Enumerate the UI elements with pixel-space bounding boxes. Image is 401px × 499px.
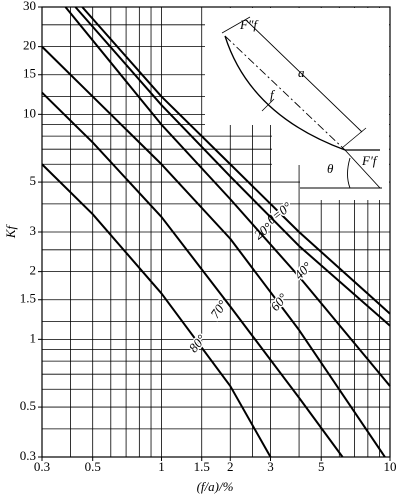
cable-curve xyxy=(224,35,346,151)
curve-label: 40° xyxy=(291,259,314,282)
y-tick-label: 0.5 xyxy=(20,398,36,413)
inset-diagram xyxy=(221,16,382,189)
extension-line xyxy=(341,127,367,149)
x-tick-label: 10 xyxy=(384,459,397,474)
curve xyxy=(41,91,344,458)
x-tick-label: 5 xyxy=(318,459,325,474)
y-tick-label: 3 xyxy=(30,223,37,238)
curve xyxy=(74,6,391,327)
curve xyxy=(41,45,386,458)
x-tick-label: 1 xyxy=(158,459,165,474)
curve xyxy=(81,6,391,315)
x-axis-label: (f/a)/% xyxy=(197,479,234,494)
y-tick-label: 2 xyxy=(30,263,37,278)
theta-arc xyxy=(347,157,351,189)
annotation: F′f xyxy=(361,153,379,168)
sag-f xyxy=(261,98,275,112)
annotation: a xyxy=(298,65,305,80)
y-tick-label: 30 xyxy=(23,0,36,13)
annotation: f xyxy=(270,87,276,102)
x-tick-label: 1.5 xyxy=(194,459,210,474)
y-tick-label: 10 xyxy=(23,105,36,120)
y-tick-label: 0.3 xyxy=(20,448,36,463)
y-axis-label: Kf xyxy=(3,223,18,239)
chord xyxy=(224,35,346,151)
y-tick-label: 1.5 xyxy=(20,291,36,306)
y-tick-label: 5 xyxy=(30,173,37,188)
y-tick-label: 20 xyxy=(23,38,36,53)
annotation: F″f xyxy=(239,17,259,32)
extension-line xyxy=(221,16,251,34)
annotation: θ xyxy=(327,161,334,176)
y-tick-label: 15 xyxy=(23,66,36,81)
x-tick-label: 2 xyxy=(227,459,234,474)
x-tick-label: 0.3 xyxy=(34,459,50,474)
curve xyxy=(41,163,272,458)
y-tick-label: 1 xyxy=(30,330,37,345)
dimension-a xyxy=(245,19,363,133)
curve xyxy=(64,6,391,387)
x-tick-label: 3 xyxy=(267,459,274,474)
slope-line xyxy=(344,149,381,189)
x-tick-label: 0.5 xyxy=(85,459,101,474)
